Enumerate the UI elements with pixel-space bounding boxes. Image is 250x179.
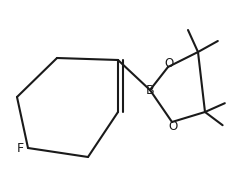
Text: F: F: [17, 142, 24, 154]
Text: O: O: [168, 120, 177, 132]
Text: B: B: [146, 83, 154, 96]
Text: O: O: [164, 57, 173, 69]
